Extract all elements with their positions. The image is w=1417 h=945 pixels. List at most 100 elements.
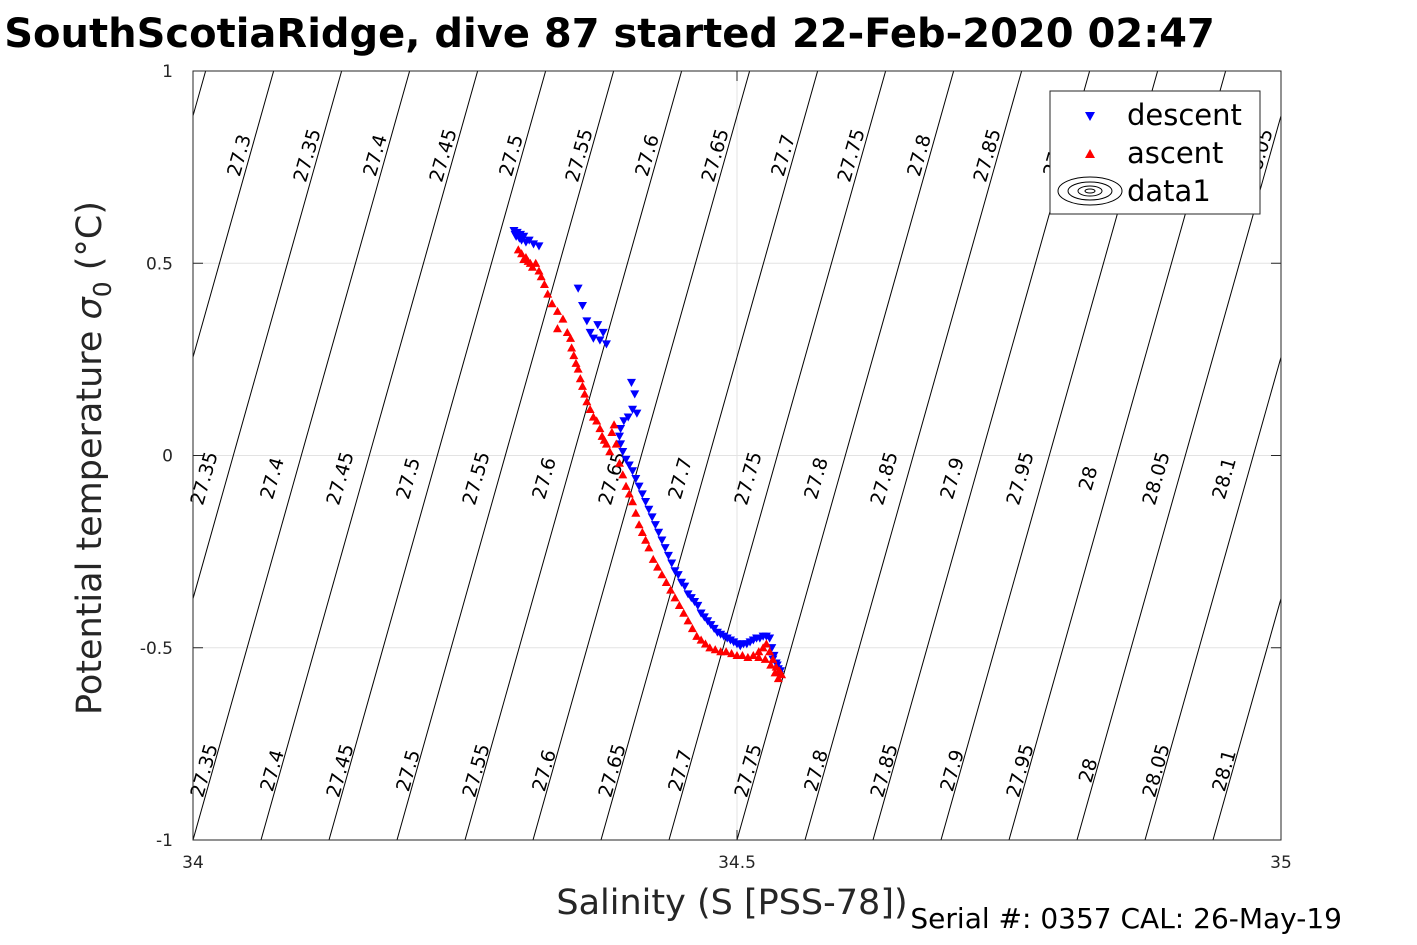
- x-tick-label: 35: [1270, 853, 1292, 873]
- legend-ascent-marker: [1085, 149, 1095, 158]
- ascent-point: [558, 314, 568, 323]
- descent-point: [654, 528, 664, 537]
- descent-point: [630, 390, 640, 399]
- legend-label-data1: data1: [1127, 174, 1211, 208]
- ascent-point: [721, 647, 731, 656]
- ascent-point: [687, 624, 697, 633]
- descent-point: [614, 432, 624, 441]
- ascent-point: [595, 424, 605, 433]
- ascent-point: [679, 608, 689, 617]
- descent-point: [616, 424, 626, 434]
- y-tick-label: 1: [162, 62, 173, 82]
- descent-point: [616, 440, 626, 449]
- ascent-point: [573, 364, 583, 373]
- ascent-point: [765, 647, 775, 656]
- descent-point: [595, 336, 605, 345]
- y-axis-label-text: Potential temperature: [70, 319, 110, 715]
- descent-point: [626, 378, 636, 387]
- density-contour-line: [736, 71, 955, 840]
- y-tick-label: 0: [162, 447, 173, 467]
- ascent-point: [727, 649, 737, 658]
- ascent-point: [670, 593, 680, 602]
- density-contour-line: [1212, 596, 1281, 840]
- descent-point: [578, 301, 588, 311]
- ascent-point: [644, 543, 654, 552]
- descent-point: [765, 634, 775, 643]
- ascent-point: [705, 643, 715, 652]
- ascent-point: [621, 481, 631, 490]
- descent-point: [680, 582, 690, 591]
- descent-point: [631, 474, 641, 484]
- ascent-point: [624, 489, 634, 498]
- descent-point: [641, 498, 651, 507]
- ascent-point: [614, 458, 624, 467]
- ascent-point: [631, 508, 641, 517]
- y-axis-label-sigma: σ: [70, 295, 110, 319]
- descent-point: [650, 521, 660, 530]
- descent-point: [624, 461, 634, 470]
- descent-point: [632, 409, 642, 418]
- density-contour-line: [532, 71, 751, 840]
- ascent-point: [578, 381, 588, 390]
- ascent-point: [567, 343, 577, 352]
- chart-title: SG573 SouthScotiaRidge, dive 87 started …: [0, 11, 1215, 57]
- ascent-point: [737, 650, 747, 660]
- x-axis-label: Salinity (S [PSS-78]): [556, 883, 907, 923]
- density-contour-line: [193, 71, 275, 360]
- descent-point: [618, 448, 628, 457]
- ascent-point: [601, 439, 611, 448]
- x-tick-label: 34.5: [718, 853, 756, 873]
- y-axis-label-unit: (°C): [70, 201, 110, 281]
- ascent-point: [628, 497, 638, 506]
- ascent-point: [748, 650, 758, 660]
- ascent-point: [605, 447, 615, 456]
- descent-point: [621, 455, 631, 464]
- descent-point: [673, 571, 683, 580]
- ascent-point: [552, 324, 562, 333]
- descent-point: [660, 544, 670, 553]
- ascent-point: [661, 577, 671, 586]
- legend-label-descent: descent: [1127, 98, 1242, 132]
- ascent-point: [637, 527, 647, 536]
- density-contour-line: [600, 71, 819, 840]
- ascent-point: [569, 351, 579, 360]
- ascent-point: [770, 668, 780, 677]
- ascent-point: [666, 585, 676, 594]
- ascent-point: [766, 660, 776, 669]
- descent-point: [693, 601, 703, 610]
- ascent-point: [607, 427, 617, 437]
- legend-descent-marker: [1085, 112, 1095, 121]
- density-contour-line: [193, 71, 343, 601]
- tick-labels: 34 34.5 35 -1 -0.5 0 0.5 1: [140, 62, 1292, 873]
- y-tick-label: -0.5: [140, 639, 173, 659]
- ascent-point: [653, 562, 663, 571]
- ascent-point: [566, 333, 576, 342]
- y-axis-label-subscript: 0: [88, 281, 117, 297]
- y-axis-label: Potential temperature σ0 (°C): [70, 201, 117, 715]
- descent-point: [637, 490, 647, 499]
- descent-point: [657, 536, 667, 545]
- axes: [192, 70, 1282, 841]
- descent-point: [644, 505, 654, 514]
- ascent-point: [547, 299, 557, 308]
- ascent-point: [552, 306, 562, 315]
- ascent-point: [562, 327, 572, 337]
- ascent-point: [634, 520, 644, 529]
- ascent-point: [575, 374, 585, 383]
- density-contour-line: [328, 71, 547, 840]
- ascent-point: [657, 570, 667, 579]
- ascent-point: [592, 416, 602, 425]
- legend-contour-icon: [1057, 176, 1123, 206]
- density-contour-line: [260, 71, 479, 840]
- descent-point: [582, 317, 592, 326]
- ascent-point: [683, 616, 693, 625]
- ascent-point: [761, 639, 771, 648]
- legend-label-ascent: ascent: [1127, 136, 1223, 170]
- ascent-point: [754, 652, 764, 661]
- descent-point: [663, 551, 673, 560]
- descent-point: [619, 417, 629, 426]
- ascent-point: [696, 635, 706, 644]
- descent-point: [667, 559, 677, 568]
- density-contour-line: [804, 71, 1023, 840]
